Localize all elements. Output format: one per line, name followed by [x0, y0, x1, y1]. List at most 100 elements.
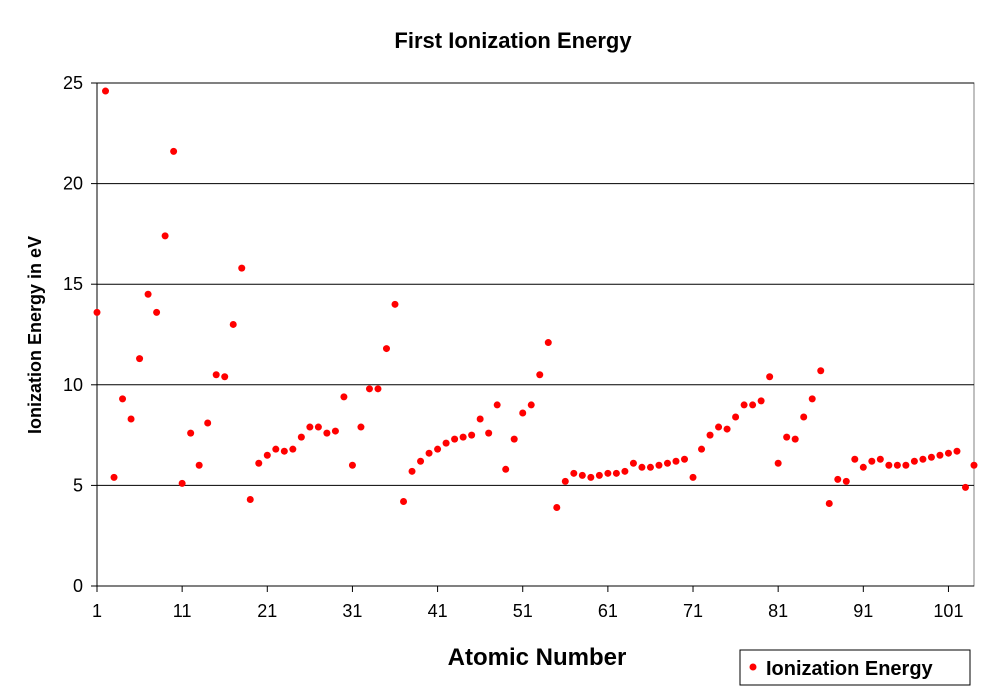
- data-point: [340, 393, 348, 401]
- data-point: [638, 463, 646, 471]
- data-point: [187, 429, 195, 437]
- data-point: [519, 409, 527, 417]
- data-point: [221, 373, 229, 381]
- data-point: [595, 471, 603, 479]
- data-point: [749, 401, 757, 409]
- data-point: [944, 449, 952, 457]
- x-tick-label: 41: [428, 601, 448, 621]
- data-point: [893, 461, 901, 469]
- data-point: [527, 401, 535, 409]
- data-point: [238, 264, 246, 272]
- data-point: [178, 479, 186, 487]
- gridlines: [97, 82, 974, 486]
- data-point: [391, 300, 399, 308]
- data-point: [510, 435, 518, 443]
- y-tick-label: 0: [73, 576, 83, 596]
- data-point: [502, 465, 510, 473]
- legend-label: Ionization Energy: [766, 658, 934, 680]
- data-point: [119, 395, 127, 403]
- data-point: [570, 469, 578, 477]
- data-point: [255, 459, 263, 467]
- y-tick-label: 10: [63, 375, 83, 395]
- data-point: [706, 431, 714, 439]
- data-point: [578, 471, 586, 479]
- data-point: [434, 445, 442, 453]
- data-point: [732, 413, 740, 421]
- data-point: [374, 385, 382, 393]
- data-point: [910, 457, 918, 465]
- data-point: [459, 433, 467, 441]
- y-tick-label: 5: [73, 475, 83, 495]
- data-point: [425, 449, 433, 457]
- plot-area: [96, 82, 975, 587]
- data-point: [553, 504, 561, 512]
- data-point: [791, 435, 799, 443]
- data-point: [493, 401, 501, 409]
- data-point: [272, 445, 280, 453]
- y-tick-labels: 0 5 10 15 20 25: [63, 73, 83, 596]
- data-point: [927, 453, 935, 461]
- x-tick-labels: 1 11 21 31 41 51 61 71 81 91 101: [92, 601, 963, 621]
- data-point: [868, 457, 876, 465]
- data-point: [323, 429, 331, 437]
- data-point: [689, 473, 697, 481]
- axes: [91, 82, 974, 592]
- data-point: [936, 451, 944, 459]
- data-point: [876, 455, 884, 463]
- y-axis-label: Ionization Energy in eV: [25, 236, 45, 434]
- data-point: [604, 469, 612, 477]
- x-axis-label: Atomic Number: [448, 644, 627, 671]
- data-points: [93, 87, 978, 512]
- data-point: [859, 463, 867, 471]
- data-point: [561, 477, 569, 485]
- data-point: [365, 385, 373, 393]
- data-point: [136, 355, 144, 363]
- data-point: [536, 371, 544, 379]
- data-point: [655, 461, 663, 469]
- x-tick-label: 11: [173, 601, 192, 621]
- data-point: [400, 497, 408, 505]
- data-point: [681, 455, 689, 463]
- data-point: [698, 445, 706, 453]
- data-point: [485, 429, 493, 437]
- data-point: [331, 427, 339, 435]
- data-point: [672, 457, 680, 465]
- data-point: [774, 459, 782, 467]
- data-point: [382, 345, 390, 353]
- data-point: [212, 371, 220, 379]
- x-tick-label: 91: [853, 601, 873, 621]
- data-point: [621, 467, 629, 475]
- data-point: [161, 232, 169, 240]
- data-point: [280, 447, 288, 455]
- data-point: [297, 433, 305, 441]
- legend-box: [739, 649, 971, 686]
- data-point: [468, 431, 476, 439]
- data-point: [204, 419, 212, 427]
- data-point: [348, 461, 356, 469]
- data-point: [476, 415, 484, 423]
- data-point: [953, 447, 961, 455]
- data-point: [153, 308, 161, 316]
- data-point: [817, 367, 825, 375]
- x-tick-label: 31: [342, 601, 362, 621]
- data-point: [144, 290, 152, 298]
- data-point: [842, 477, 850, 485]
- data-point: [544, 339, 552, 347]
- y-tick-label: 20: [63, 174, 83, 194]
- data-point: [825, 500, 833, 508]
- data-point: [629, 459, 637, 467]
- data-point: [229, 320, 237, 328]
- x-tick-label: 101: [933, 601, 963, 621]
- x-tick-label: 81: [768, 601, 788, 621]
- data-point: [663, 459, 671, 467]
- data-point: [961, 483, 969, 491]
- data-point: [357, 423, 365, 431]
- data-point: [93, 308, 101, 316]
- data-point: [195, 461, 203, 469]
- data-point: [723, 425, 731, 433]
- data-point: [766, 373, 774, 381]
- data-point: [808, 395, 816, 403]
- y-tick-label: 15: [63, 274, 83, 294]
- x-tick-label: 71: [683, 601, 703, 621]
